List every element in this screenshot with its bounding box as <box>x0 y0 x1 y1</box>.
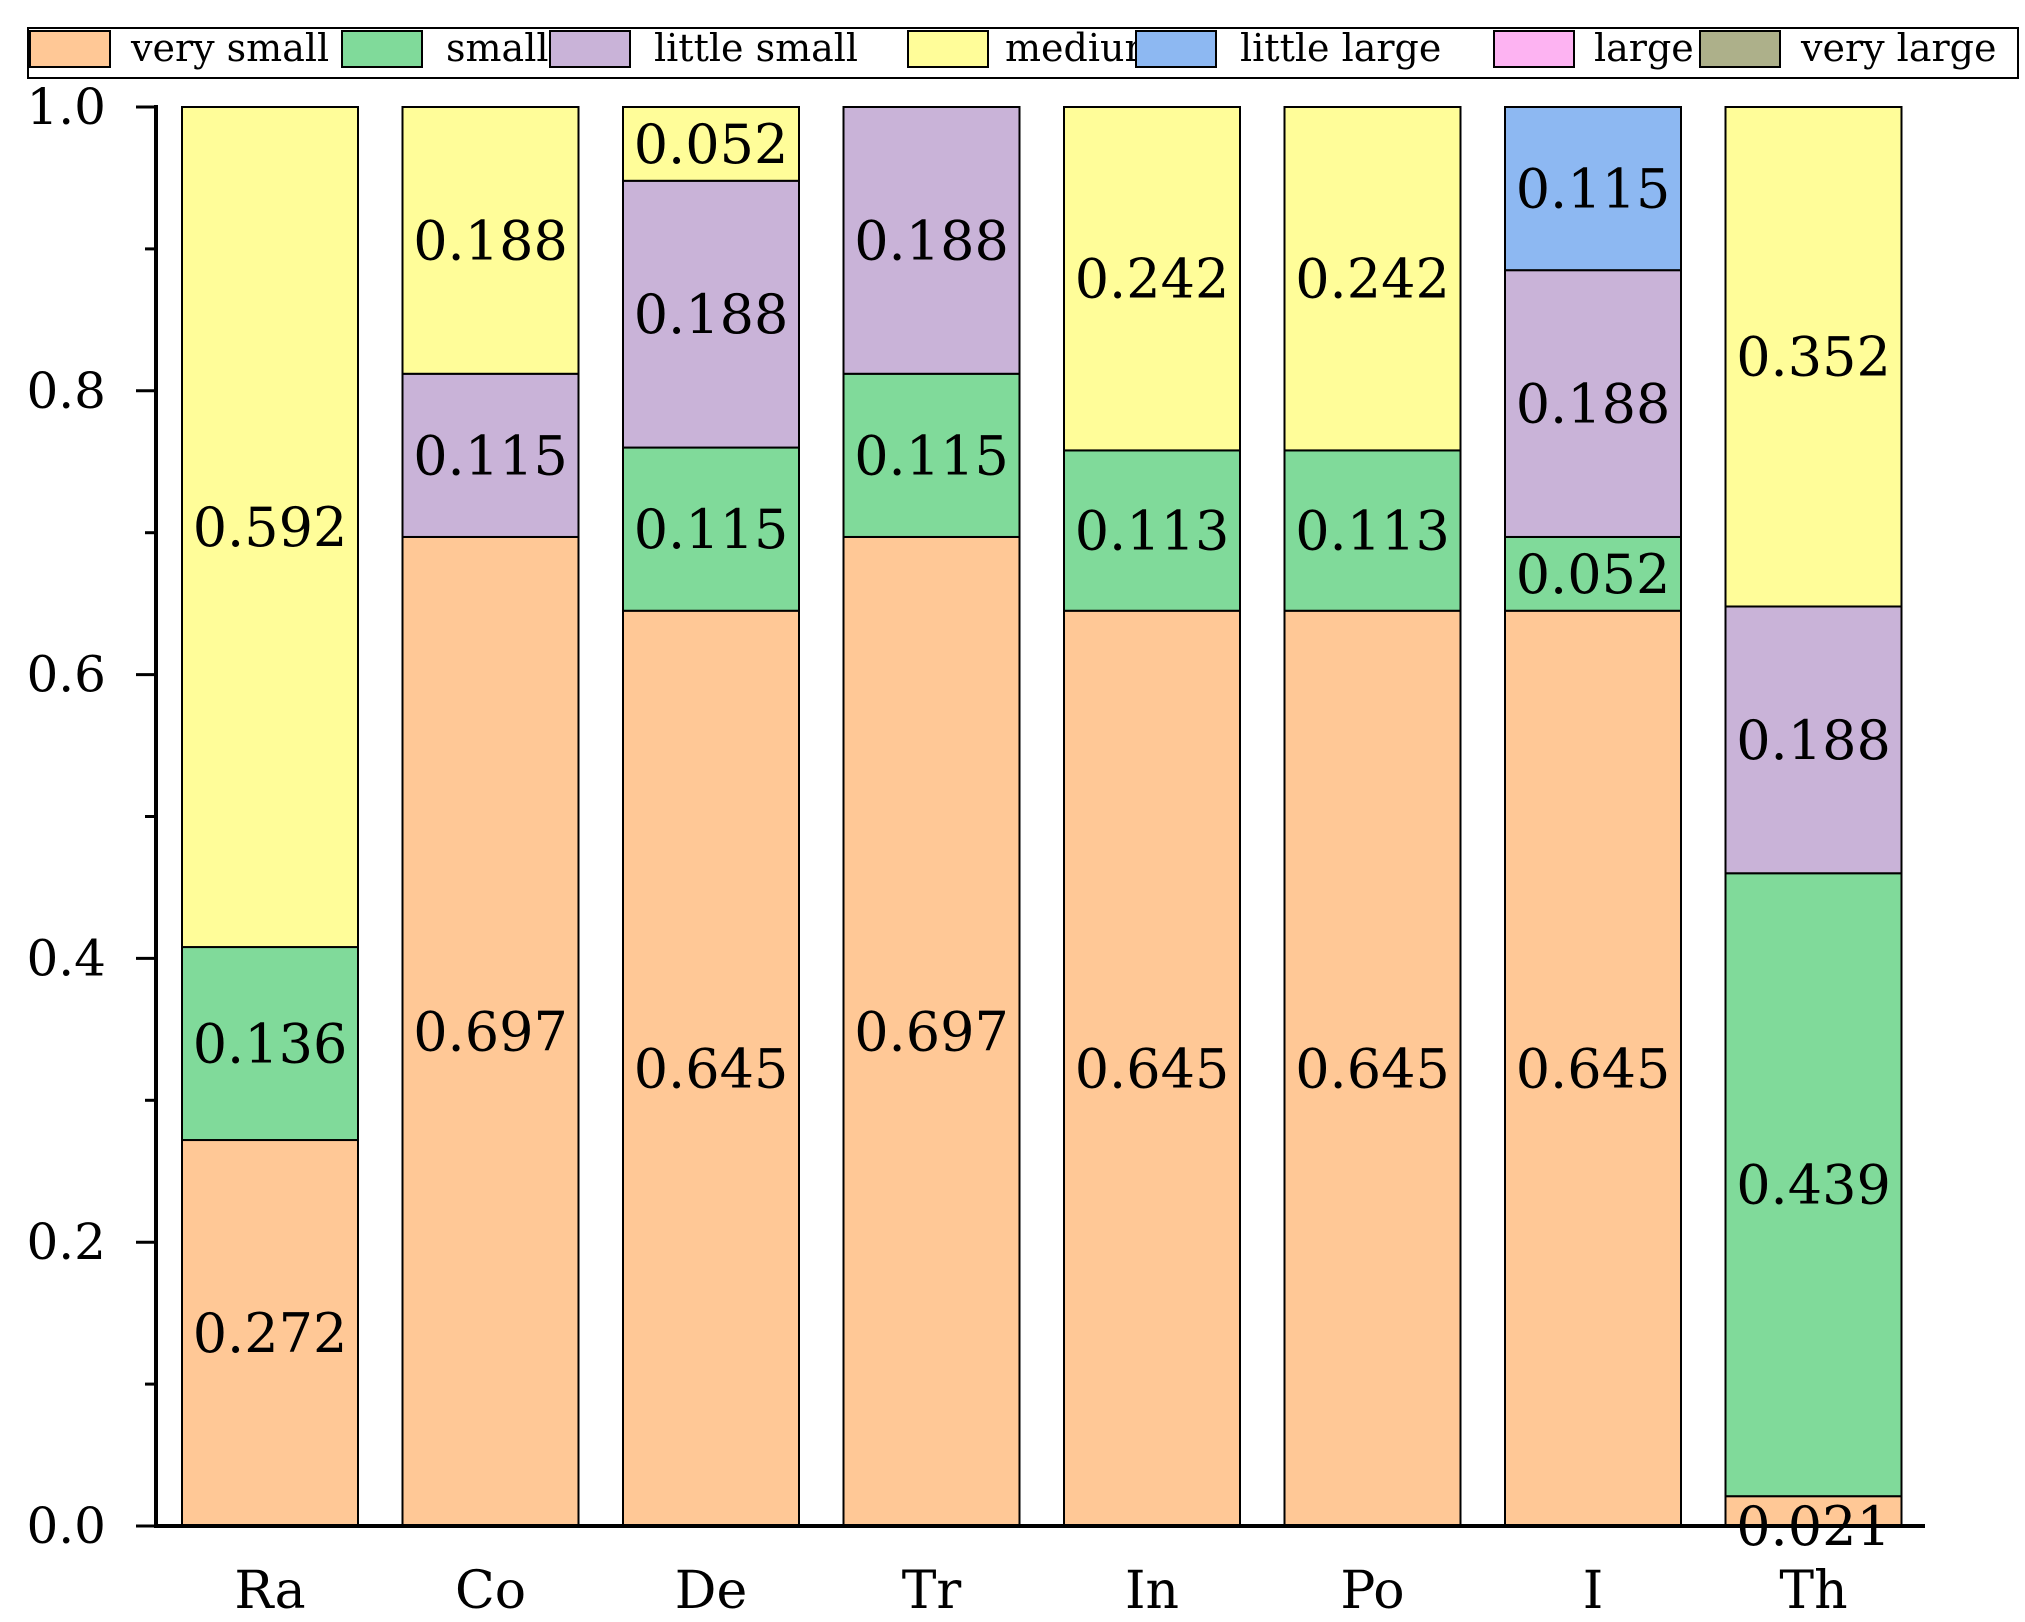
bar-segment-Po-very-small <box>1283 609 1462 1527</box>
bar-segment-Th-small <box>1724 872 1903 1498</box>
bar-segment-Co-medium <box>401 106 580 375</box>
data-label-Co-very-small: 0.697 <box>413 1000 568 1063</box>
data-label-Po-medium: 0.242 <box>1295 248 1450 311</box>
data-label-De-small: 0.115 <box>634 498 789 561</box>
data-label-In-medium: 0.242 <box>1075 248 1230 311</box>
data-label-Po-small: 0.113 <box>1295 500 1450 563</box>
bar-segment-I-very-small <box>1504 609 1682 1527</box>
y-tick-label: 0.6 <box>26 646 106 704</box>
data-label-Po-very-small: 0.645 <box>1295 1037 1450 1100</box>
data-label-Tr-little-small: 0.188 <box>854 209 1009 272</box>
legend-swatch-very-small <box>29 30 111 68</box>
x-tick-label-Co: Co <box>455 1561 526 1621</box>
data-label-Ra-small: 0.136 <box>193 1013 348 1076</box>
x-tick-label-Ra: Ra <box>234 1561 305 1621</box>
x-tick-label-Tr: Tr <box>902 1561 962 1621</box>
data-label-In-very-small: 0.645 <box>1075 1037 1230 1100</box>
bars: 0.272 0.136 0.592 0.697 0.115 0.188 0.645 0.115… <box>181 106 1903 1558</box>
x-tick-label-De: De <box>675 1561 747 1621</box>
data-label-I-small: 0.052 <box>1516 543 1671 606</box>
data-label-Co-little-small: 0.115 <box>413 424 568 487</box>
data-label-De-very-small: 0.645 <box>634 1037 789 1100</box>
legend-label-very-small: very small <box>130 26 329 70</box>
data-label-Tr-very-small: 0.697 <box>854 1000 1009 1063</box>
legend-label-little-small: little small <box>654 26 858 70</box>
legend-swatch-medium <box>907 30 989 68</box>
legend-swatch-little-small <box>549 30 631 68</box>
data-label-De-little-small: 0.188 <box>634 283 789 346</box>
bar-segment-I-little-large <box>1504 106 1682 272</box>
y-tick-label: 0.8 <box>26 362 106 420</box>
legend-swatch-very-large <box>1699 30 1781 68</box>
bar-segment-Co-little-small <box>401 372 580 538</box>
bar-segment-Ra-medium <box>181 106 359 949</box>
data-label-Co-medium: 0.188 <box>413 209 568 272</box>
data-label-I-little-small: 0.188 <box>1516 373 1671 436</box>
bar-segment-De-very-small <box>622 609 800 1527</box>
bar-segment-De-small <box>622 446 800 612</box>
bar-segment-De-little-small <box>622 179 800 449</box>
bar-segment-In-small <box>1063 449 1241 612</box>
data-label-Th-small: 0.439 <box>1736 1154 1891 1217</box>
bar-segment-Tr-small <box>842 372 1021 538</box>
data-label-I-very-small: 0.645 <box>1516 1037 1671 1100</box>
legend-swatch-small <box>341 30 423 68</box>
data-label-Ra-medium: 0.592 <box>193 496 348 559</box>
data-label-In-small: 0.113 <box>1075 500 1230 563</box>
bar-segment-Po-small <box>1283 449 1462 612</box>
legend-swatch-large <box>1493 30 1575 68</box>
y-tick-label: 1.0 <box>26 78 106 136</box>
data-label-Tr-small: 0.115 <box>854 424 1009 487</box>
data-label-Th-little-small: 0.188 <box>1736 709 1891 772</box>
y-tick-label: 0.0 <box>26 1497 106 1555</box>
legend-label-little-large: little large <box>1240 26 1441 70</box>
data-label-Th-medium: 0.352 <box>1736 326 1891 389</box>
legend-label-medium: medium <box>1005 26 1161 70</box>
x-tick-label-Po: Po <box>1340 1561 1404 1621</box>
bar-segment-Th-medium <box>1724 106 1903 608</box>
x-tick-label-In: In <box>1125 1561 1179 1621</box>
bar-segment-In-medium <box>1063 106 1241 452</box>
bar-segment-I-small <box>1504 535 1682 612</box>
data-label-Ra-very-small: 0.272 <box>193 1302 348 1365</box>
data-label-De-medium: 0.052 <box>634 113 789 176</box>
legend-swatch-little-large <box>1135 30 1217 68</box>
legend-label-small: small <box>446 26 549 70</box>
bar-segment-Ra-small <box>181 946 359 1142</box>
y-tick-label: 0.4 <box>26 929 106 987</box>
x-axis: Ra Co De Tr In Po I Th <box>154 1524 1925 1621</box>
x-tick-label-Th: Th <box>1779 1561 1847 1621</box>
bar-segment-Po-medium <box>1283 106 1462 452</box>
bar-segment-In-very-small <box>1063 609 1241 1527</box>
legend-label-very-large: very large <box>1800 26 1996 70</box>
bar-segment-De-medium <box>622 106 800 182</box>
data-label-I-little-large: 0.115 <box>1516 158 1671 221</box>
y-tick-label: 0.2 <box>26 1213 106 1271</box>
x-tick-label-I: I <box>1583 1561 1604 1621</box>
y-axis: 0.0 0.2 0.4 0.6 0.8 1.0 <box>26 78 158 1555</box>
bar-segment-I-little-small <box>1504 269 1682 538</box>
bar-segment-Tr-very-small <box>842 535 1021 1527</box>
bar-segment-Tr-little-small <box>842 106 1021 375</box>
legend: very small small little small medium little … <box>27 26 2019 79</box>
bar-segment-Th-little-small <box>1724 605 1903 875</box>
legend-label-large: large <box>1594 26 1694 70</box>
